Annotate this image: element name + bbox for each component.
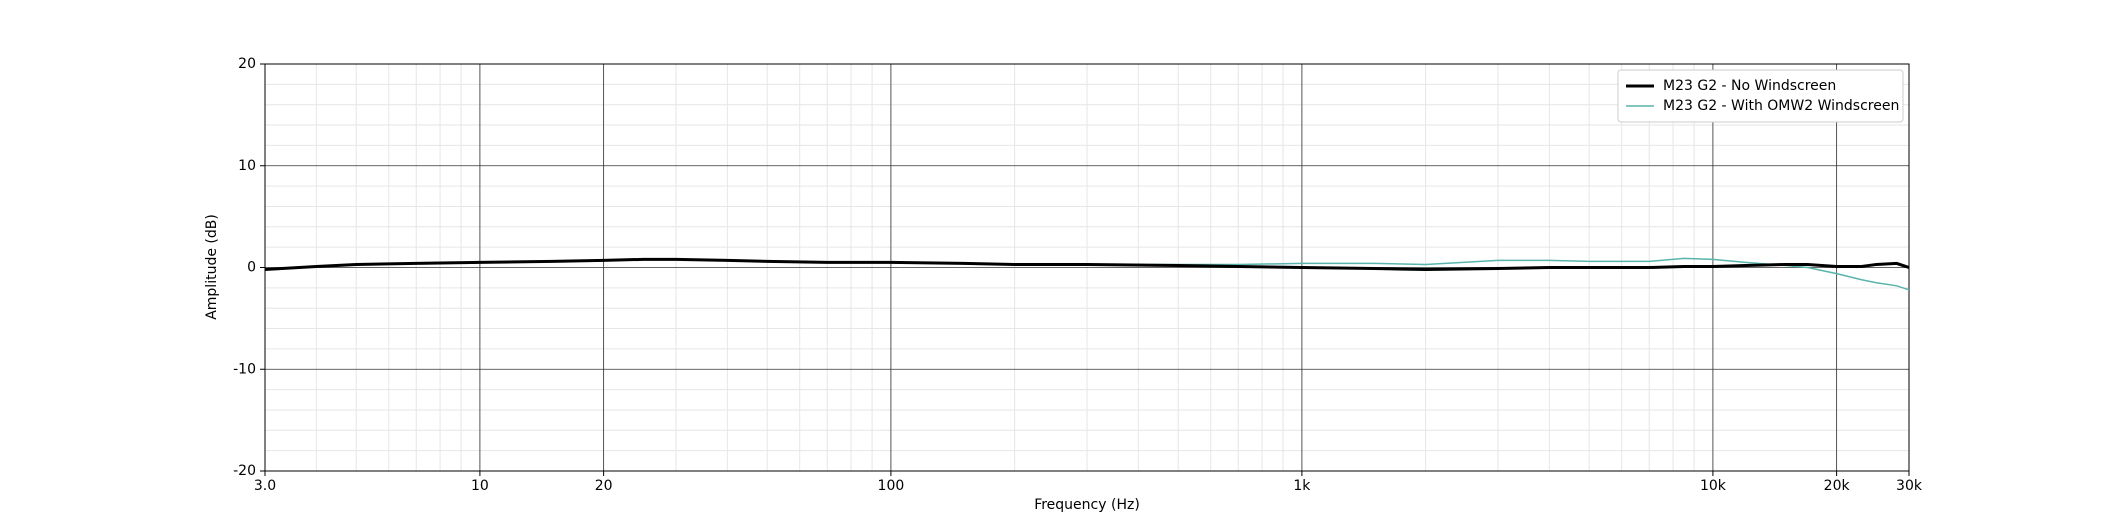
y-tick-label: -10 [233,361,256,377]
x-tick-label: 1k [1293,478,1311,494]
x-tick-label: 3.0 [254,478,276,494]
x-tick-label: 30k [1896,478,1923,494]
y-tick-label: 20 [238,56,256,72]
x-tick-label: 10 [471,478,489,494]
legend: M23 G2 - No Windscreen M23 G2 - With OMW2… [1617,69,1904,123]
x-tick-label: 10k [1700,478,1727,494]
legend-label: M23 G2 - With OMW2 Windscreen [1663,98,1899,114]
y-tick-label: 10 [238,158,256,174]
x-axis-label: Frequency (Hz) [1034,497,1140,513]
y-axis-label: Amplitude (dB) [204,214,220,320]
x-tick-label: 100 [878,478,905,494]
x-tick-label: 20k [1824,478,1851,494]
line-series [264,257,1910,272]
y-tick-label: -20 [233,463,256,479]
y-tick-label: 0 [247,260,256,276]
legend-box [1617,69,1904,123]
x-tick-label: 20 [595,478,613,494]
legend-label: M23 G2 - No Windscreen [1663,78,1836,94]
